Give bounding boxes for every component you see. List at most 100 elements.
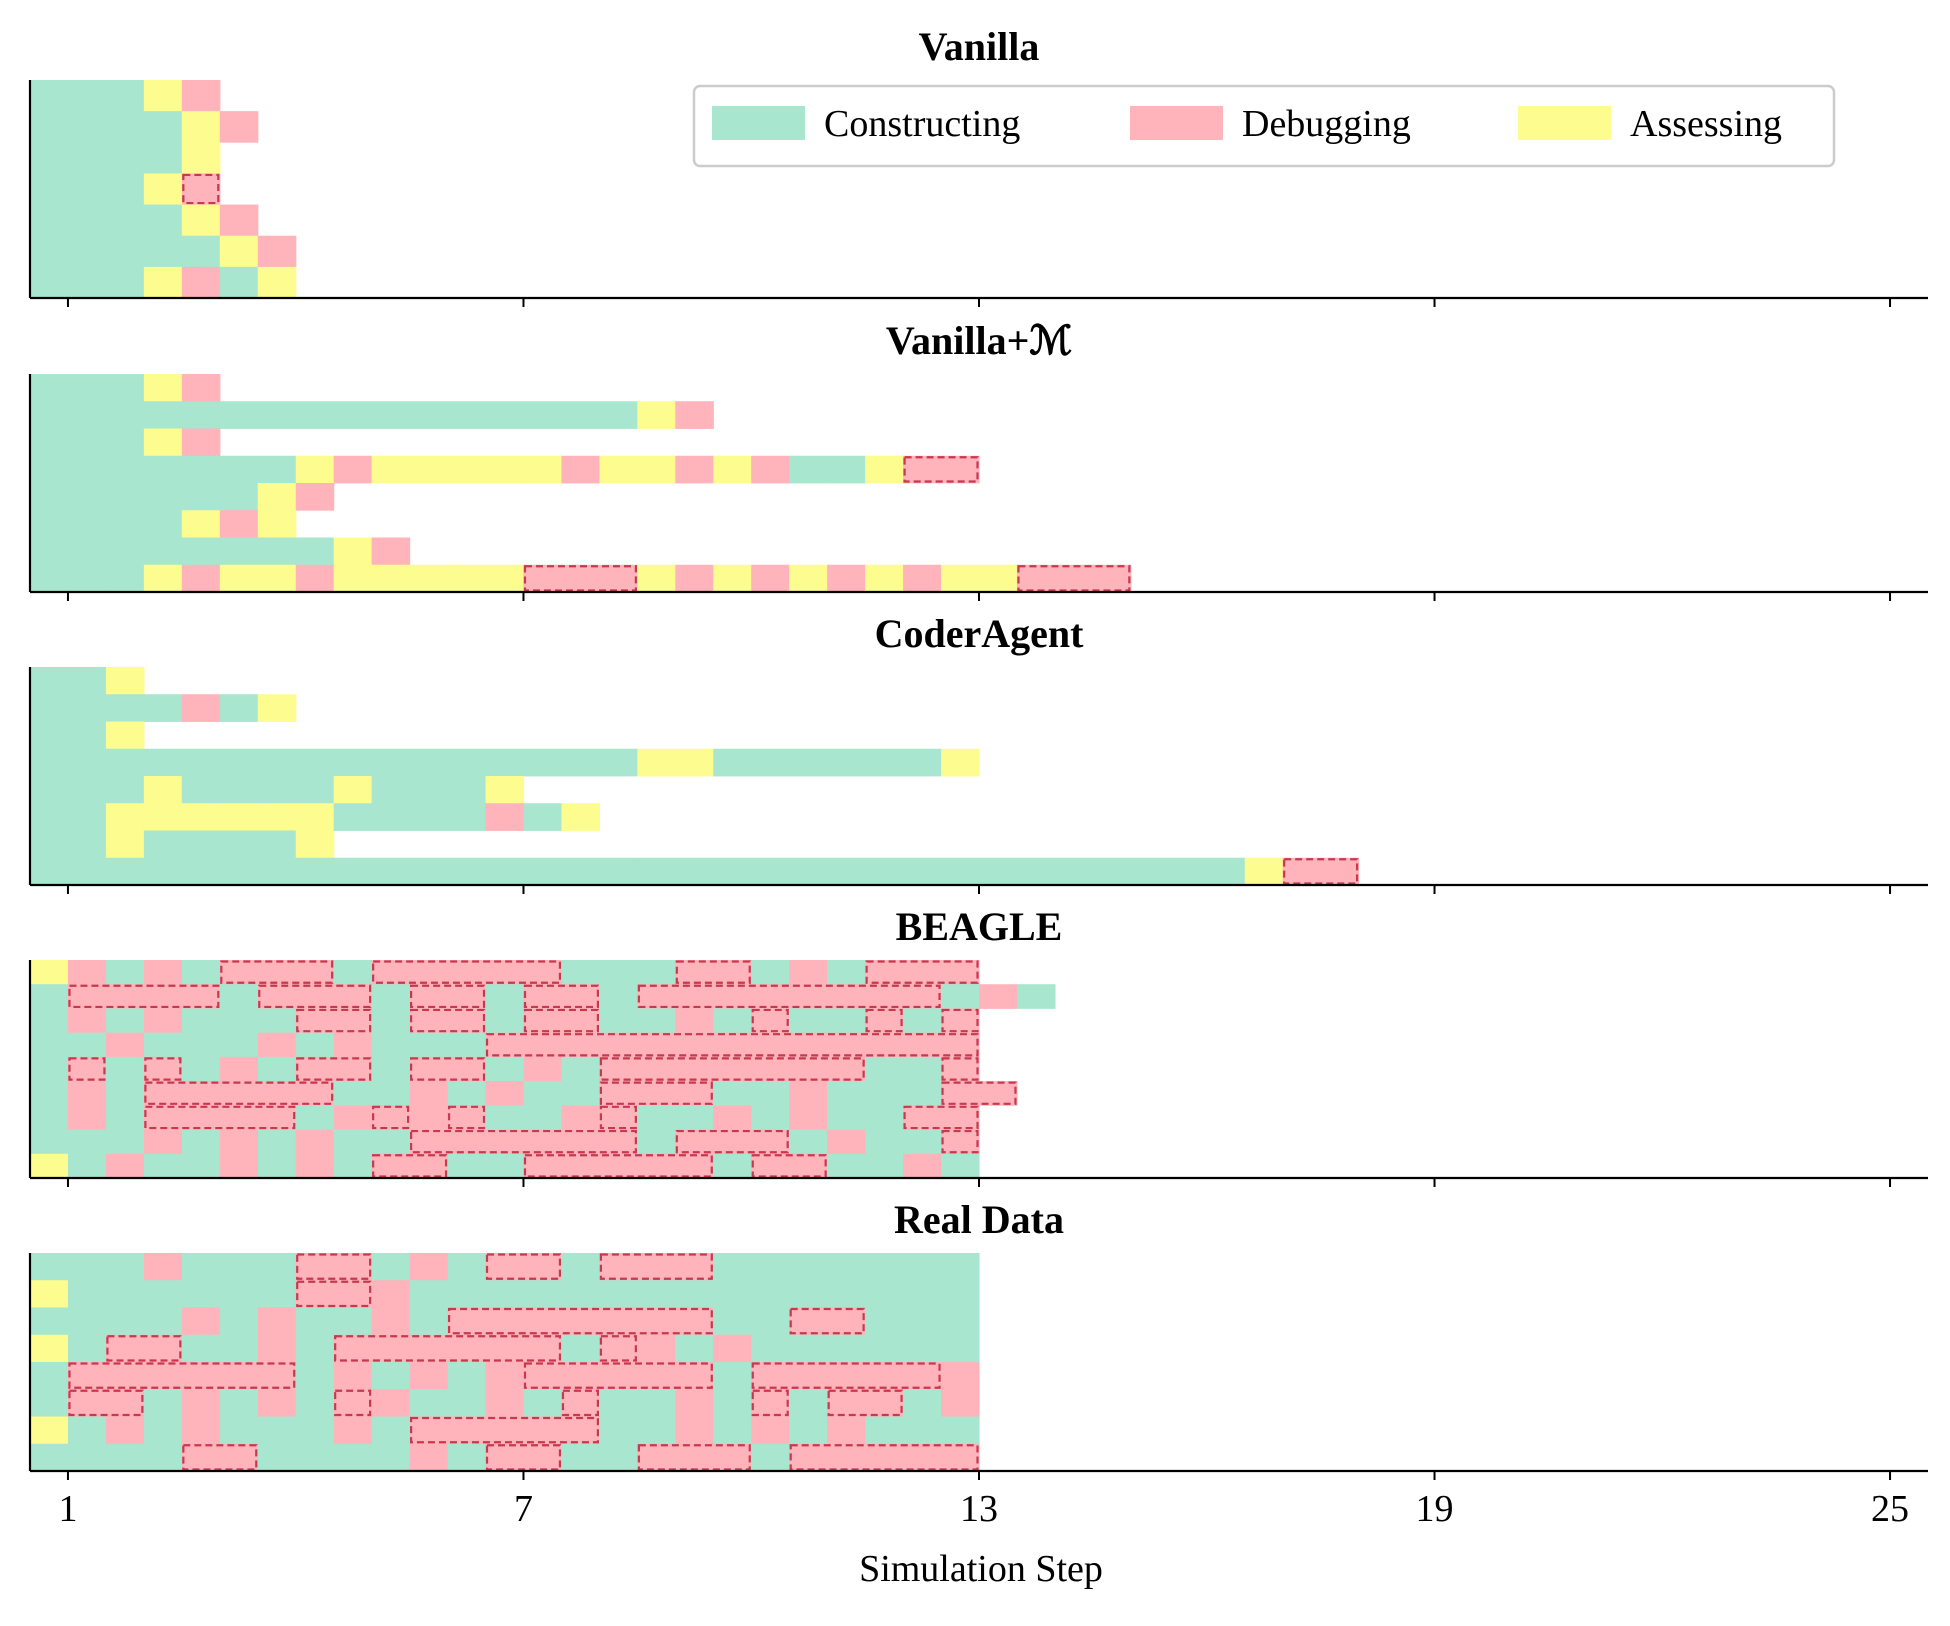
segment-debugging	[789, 960, 828, 985]
segment-debugging	[903, 1443, 942, 1472]
x-tick-label: 25	[1871, 1488, 1909, 1530]
segment-constructing	[67, 455, 107, 484]
segment-debugging	[181, 1362, 221, 1390]
segment-debugging	[67, 984, 107, 1009]
segment-debugging	[523, 564, 563, 593]
segment-constructing	[371, 1443, 411, 1472]
segment-constructing	[523, 1280, 563, 1308]
segment-debugging	[219, 1105, 259, 1130]
segment-constructing	[143, 1153, 183, 1179]
segment-constructing	[409, 1307, 449, 1336]
segment-assessing	[485, 776, 525, 804]
segment-debugging	[333, 984, 373, 1009]
segment-constructing	[30, 1307, 69, 1336]
segment-constructing	[865, 1280, 904, 1308]
segment-assessing	[637, 401, 676, 429]
segment-debugging	[675, 1081, 714, 1106]
segment-constructing	[67, 748, 107, 777]
segment-assessing	[105, 830, 145, 859]
segment-constructing	[903, 1129, 942, 1155]
segment-debugging	[409, 1362, 449, 1390]
segment-constructing	[903, 1280, 942, 1308]
segment-constructing	[865, 857, 904, 886]
segment-constructing	[257, 1416, 297, 1445]
segment-debugging	[941, 1081, 980, 1106]
segment-constructing	[67, 401, 107, 429]
segment-assessing	[523, 455, 563, 484]
segment-debugging	[599, 1129, 638, 1155]
segment-debugging	[599, 1153, 638, 1179]
segment-debugging	[789, 984, 828, 1009]
segment-constructing	[561, 1334, 600, 1363]
segment-constructing	[67, 721, 107, 750]
segment-debugging	[409, 1334, 449, 1363]
segment-assessing	[713, 455, 752, 484]
segment-constructing	[143, 483, 183, 511]
segment-debugging	[751, 1056, 790, 1082]
error-outline	[68, 984, 220, 1009]
error-outline	[410, 984, 486, 1009]
segment-constructing	[903, 748, 942, 777]
segment-constructing	[181, 537, 221, 566]
segment-constructing	[637, 1008, 676, 1034]
segment-constructing	[257, 455, 297, 484]
segment-debugging	[219, 1056, 259, 1082]
segment-debugging	[523, 1032, 563, 1058]
segment-constructing	[903, 1008, 942, 1034]
segment-debugging	[523, 1362, 563, 1390]
segment-debugging	[219, 960, 259, 985]
segment-constructing	[30, 694, 69, 722]
segment-debugging	[751, 984, 790, 1009]
segment-constructing	[181, 960, 221, 985]
segment-debugging	[523, 1443, 563, 1472]
segment-constructing	[105, 111, 145, 143]
segment-debugging	[561, 1362, 600, 1390]
error-outline	[447, 1307, 713, 1335]
segment-debugging	[181, 80, 221, 112]
segment-constructing	[333, 1081, 373, 1106]
segment-debugging	[523, 1334, 563, 1363]
error-outline	[296, 1280, 372, 1308]
segment-constructing	[219, 1307, 259, 1336]
segment-constructing	[257, 1443, 297, 1472]
segment-debugging	[789, 1443, 828, 1472]
segment-debugging	[257, 960, 297, 985]
segment-debugging	[257, 235, 297, 268]
legend-swatch-assessing	[1518, 106, 1611, 140]
segment-debugging	[599, 1362, 638, 1390]
segment-constructing	[257, 1153, 297, 1179]
segment-debugging	[713, 1443, 752, 1472]
segment-constructing	[67, 537, 107, 566]
error-outline	[637, 984, 941, 1009]
segment-debugging	[105, 1416, 145, 1445]
segment-constructing	[67, 1307, 107, 1336]
segment-constructing	[181, 1129, 221, 1155]
segment-constructing	[105, 266, 145, 299]
segment-debugging	[257, 1307, 297, 1336]
segment-constructing	[599, 984, 638, 1009]
segment-debugging	[143, 1081, 183, 1106]
segment-debugging	[371, 1334, 411, 1363]
segment-debugging	[409, 984, 449, 1009]
segment-constructing	[789, 748, 828, 777]
segment-debugging	[333, 455, 373, 484]
segment-constructing	[561, 748, 600, 777]
segment-constructing	[371, 803, 411, 831]
segment-debugging	[637, 1307, 676, 1336]
legend-label: Debugging	[1242, 103, 1411, 145]
segment-debugging	[105, 1153, 145, 1179]
segment-assessing	[219, 564, 259, 593]
segment-debugging	[447, 984, 487, 1009]
segment-constructing	[941, 1416, 980, 1445]
segment-debugging	[675, 1129, 714, 1155]
segment-constructing	[143, 857, 183, 886]
segment-constructing	[143, 142, 183, 174]
error-outline	[485, 1253, 562, 1280]
error-outline	[296, 1008, 372, 1033]
segment-constructing	[865, 1153, 904, 1179]
segment-debugging	[371, 1105, 411, 1130]
error-outline	[68, 1057, 106, 1081]
segment-debugging	[67, 1008, 107, 1034]
segment-constructing	[865, 1307, 904, 1336]
segment-constructing	[143, 111, 183, 143]
